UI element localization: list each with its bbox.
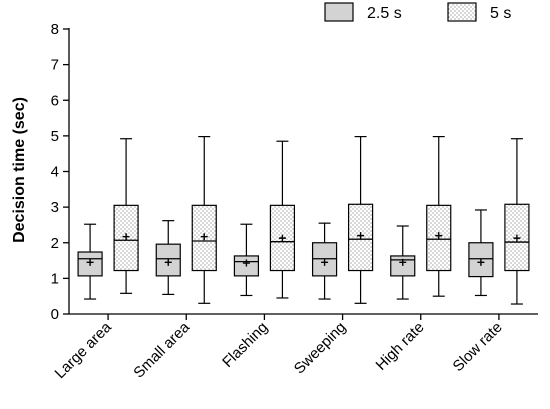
legend-label: 5 s <box>490 5 511 22</box>
legend-item-0: 2.5 s <box>324 2 402 22</box>
mean-marker <box>435 232 443 240</box>
x-category-label: Flashing <box>219 319 271 371</box>
y-axis: 0 1 2 3 4 5 6 7 8 <box>51 21 70 323</box>
box-long-5 <box>504 138 530 305</box>
x-category-label: Small area <box>130 318 193 381</box>
y-tick-label: 3 <box>51 199 59 216</box>
y-tick-label: 0 <box>51 306 59 323</box>
mean-marker <box>122 233 130 241</box>
mean-marker <box>477 258 485 266</box>
mean-marker <box>278 234 286 242</box>
y-tick-label: 8 <box>51 21 59 38</box>
x-category-label: High rate <box>373 319 428 374</box>
y-axis-title: Decision time (sec) <box>11 97 28 243</box>
mean-marker <box>321 258 329 266</box>
box-short-0 <box>77 223 103 300</box>
mean-marker <box>86 258 94 266</box>
mean-marker <box>164 258 172 266</box>
x-category-label: Slow rate <box>450 319 506 375</box>
legend-item-1: 5 s <box>447 2 511 22</box>
box-iqr <box>390 255 416 277</box>
legend: 2.5 s 5 s <box>324 2 511 22</box>
y-tick-label: 1 <box>51 270 59 287</box>
x-category-label: Large area <box>52 318 116 382</box>
mean-marker <box>242 259 250 267</box>
box-short-1 <box>155 220 181 296</box>
box-short-2 <box>233 223 260 297</box>
box-long-0 <box>113 138 139 294</box>
box-long-4 <box>426 135 452 297</box>
legend-swatch <box>447 2 477 22</box>
legend-swatch <box>324 2 354 22</box>
legend-label: 2.5 s <box>367 5 402 22</box>
x-axis: Large area Small area Flashing Sweeping High… <box>52 313 538 382</box>
mean-marker <box>357 232 365 240</box>
mean-marker <box>200 233 208 241</box>
y-tick-label: 5 <box>51 128 59 145</box>
x-category-label: Sweeping <box>291 319 350 378</box>
box-short-3 <box>311 222 338 300</box>
y-tick-label: 4 <box>51 164 59 181</box>
box-long-2 <box>269 140 296 299</box>
mean-marker <box>513 234 521 242</box>
y-tick-label: 2 <box>51 235 59 252</box>
box-iqr <box>347 203 374 272</box>
box-short-4 <box>390 225 416 300</box>
y-tick-label: 6 <box>51 92 59 109</box>
y-tick-label: 7 <box>51 57 59 74</box>
mean-marker <box>399 258 407 266</box>
box-short-5 <box>468 209 494 297</box>
box-long-3 <box>347 135 374 304</box>
box-long-1 <box>191 135 217 304</box>
box-groups <box>77 135 530 305</box>
